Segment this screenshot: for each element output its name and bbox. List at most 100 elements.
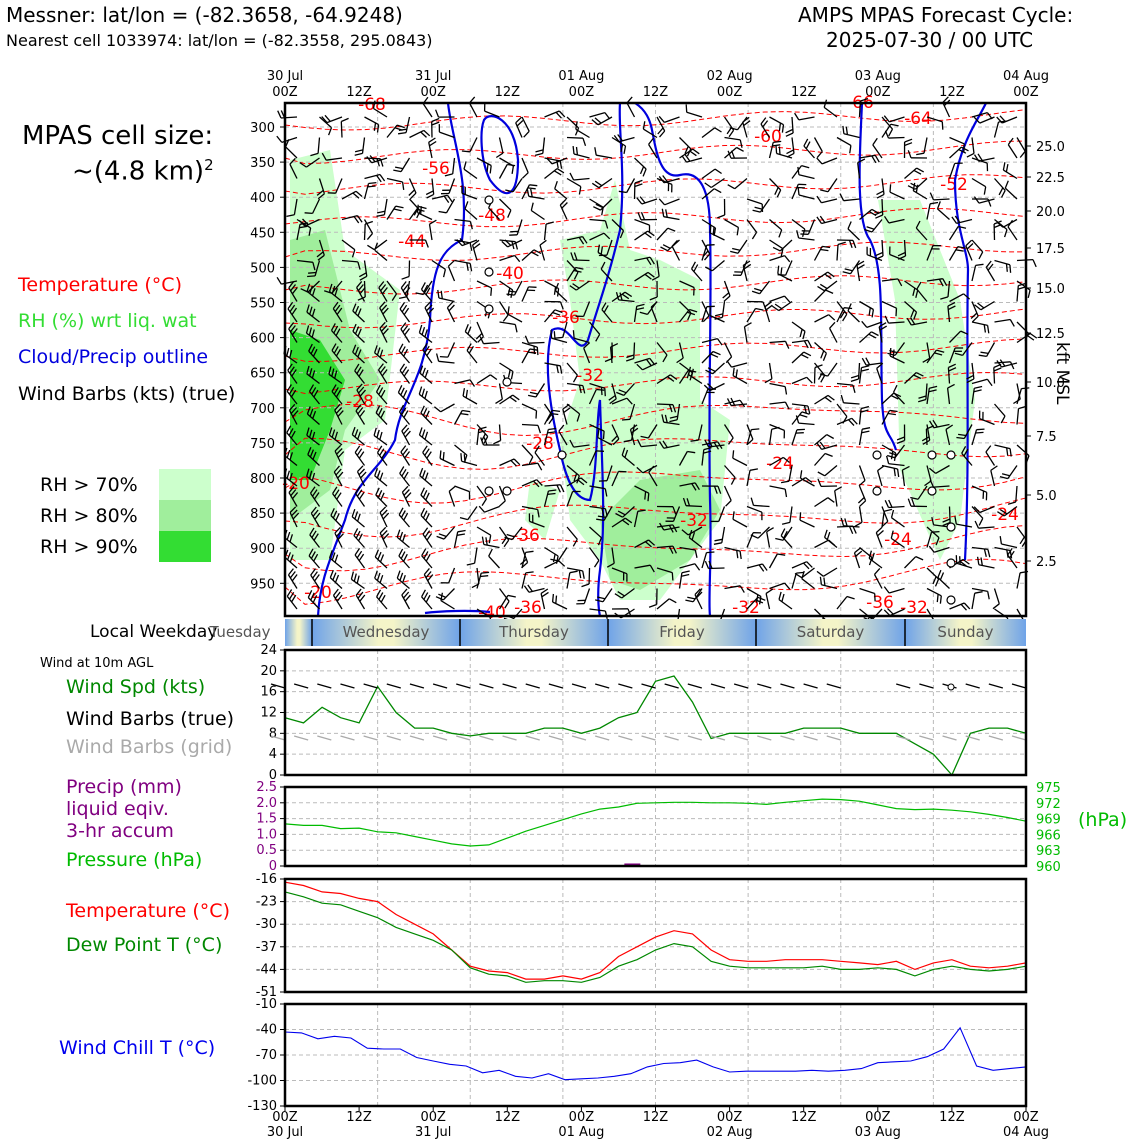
wind-barb	[521, 571, 534, 589]
barb-flag	[662, 244, 671, 249]
barb-flag	[398, 404, 405, 413]
barb-shaft	[521, 423, 539, 427]
barb-shaft	[829, 327, 838, 343]
barb-flag	[604, 220, 609, 229]
barb-flag	[507, 163, 516, 167]
wind-barb	[949, 330, 969, 343]
wind-barb	[495, 383, 503, 404]
barb-flag	[806, 376, 813, 384]
barb-flag	[446, 194, 453, 203]
wind-barb	[633, 303, 645, 323]
barb-flag	[706, 551, 715, 554]
barb-flag	[434, 109, 440, 118]
barb-flag	[704, 253, 711, 261]
barb-flag	[313, 389, 319, 398]
barb-flag	[292, 512, 300, 520]
wind-barb	[994, 318, 1015, 327]
legend-rh70-swatch	[159, 469, 211, 500]
wind-barb	[340, 117, 349, 138]
wind-barb	[949, 293, 971, 303]
barb-shaft	[742, 121, 748, 138]
barb-shaft	[334, 409, 343, 425]
surface-barb	[687, 683, 702, 689]
barb-flag	[948, 363, 956, 369]
bottom-hour-label: 12Z	[939, 1110, 965, 1125]
barb-shaft	[746, 429, 752, 446]
barb-shaft	[626, 102, 636, 118]
barb-flag	[396, 529, 401, 538]
barb-flag	[540, 588, 549, 594]
barb-flag	[819, 441, 826, 449]
barb-flag	[466, 562, 475, 566]
barb-shaft	[373, 107, 388, 118]
barb-shaft	[308, 350, 320, 364]
barb-flag	[730, 150, 736, 159]
wind-barb	[685, 588, 703, 603]
barb-flag	[687, 311, 696, 316]
wind-barb	[596, 506, 613, 522]
barb-shaft	[769, 485, 786, 490]
barb-shaft	[611, 567, 628, 575]
wind-barb	[656, 116, 666, 138]
barb-shaft	[878, 326, 883, 343]
barb-shaft	[949, 293, 964, 303]
wind-barb	[488, 548, 500, 569]
barb-flag	[871, 331, 879, 337]
barb-shaft	[791, 403, 808, 407]
barb-flag	[887, 608, 894, 615]
wind-barb	[642, 121, 658, 139]
barb-flag	[794, 112, 800, 121]
barb-flag	[615, 292, 620, 301]
barb-flag	[578, 570, 582, 579]
barb-flag	[644, 232, 652, 239]
barb-shaft	[306, 475, 320, 487]
barb-shaft	[701, 351, 714, 364]
barb-shaft	[467, 506, 478, 520]
barb-flag	[824, 396, 832, 403]
barb-flag	[526, 188, 530, 197]
barb-shaft	[431, 259, 446, 270]
barb-flag	[636, 363, 643, 371]
barb-flag	[986, 378, 993, 387]
weekday-label: Local Weekday	[90, 622, 218, 642]
wind-barb	[634, 271, 655, 282]
wind-barb	[916, 137, 928, 156]
wind-barb	[309, 527, 321, 548]
barb-flag	[712, 350, 721, 356]
barb-shaft	[791, 137, 795, 154]
barb-shaft	[917, 485, 928, 500]
panel-frame	[283, 648, 1028, 777]
wind-barb	[493, 424, 502, 445]
wind-barb	[637, 212, 658, 221]
legend-rh70: RH > 70%	[40, 474, 138, 496]
wind-barb	[569, 280, 590, 291]
barb-flag	[801, 164, 810, 169]
wind-barb	[994, 444, 1012, 457]
barb-shaft	[634, 485, 650, 494]
barb-flag	[404, 594, 411, 602]
temperature-label: -48	[478, 206, 506, 226]
barb-flag	[772, 246, 781, 252]
y-tick-label: -51	[256, 985, 277, 1000]
barb-flag	[661, 208, 665, 217]
barb-flag	[965, 239, 973, 247]
wind-barb	[546, 157, 568, 165]
barb-flag	[890, 123, 899, 127]
wind-barb	[306, 304, 320, 323]
wind-barb	[679, 280, 695, 296]
barb-flag	[800, 353, 809, 359]
wind-barb	[460, 453, 478, 467]
barb-flag	[786, 149, 794, 155]
barb-shaft	[280, 116, 298, 119]
wind-barb	[479, 336, 500, 345]
barb-flag	[483, 436, 489, 444]
barb-flag	[703, 446, 712, 451]
wind-barb	[306, 468, 320, 487]
barb-flag	[511, 165, 515, 175]
barb-shaft	[731, 362, 748, 368]
barb-shaft	[937, 577, 950, 589]
barb-flag	[521, 172, 529, 179]
barb-flag	[341, 117, 349, 123]
barb-shaft	[284, 454, 298, 467]
wind-barb	[881, 444, 897, 462]
